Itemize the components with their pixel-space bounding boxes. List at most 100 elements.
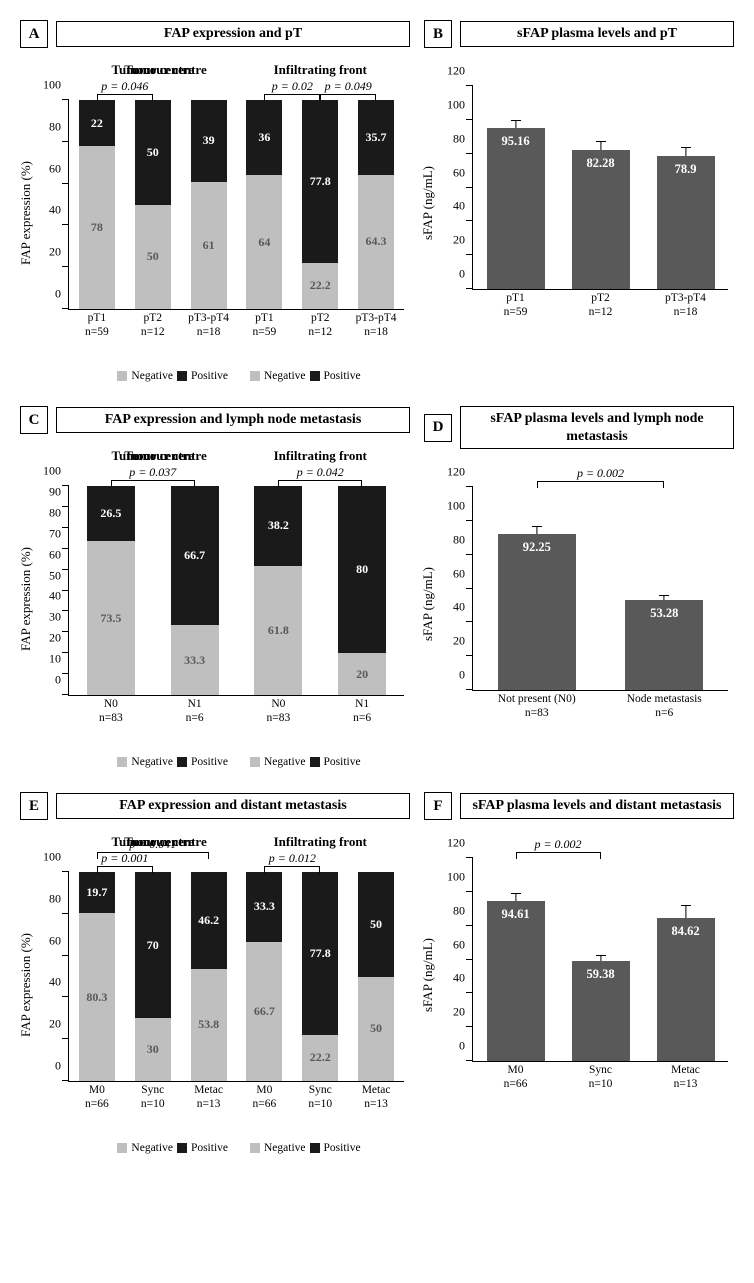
x-label: N1n=6 bbox=[320, 698, 404, 726]
y-tick-label: 40 bbox=[453, 600, 465, 615]
x-label: N0n=83 bbox=[237, 698, 321, 726]
bracket bbox=[516, 852, 601, 853]
y-tick-label: 20 bbox=[49, 245, 61, 260]
stacked-bar: 66.733.3 bbox=[171, 486, 219, 695]
y-tick-label: 90 bbox=[49, 484, 61, 499]
bar-panel: DsFAP plasma levels and lymph node metas… bbox=[424, 406, 734, 768]
legend: NegativePositiveNegativePositive bbox=[68, 1142, 410, 1154]
panel-title: sFAP plasma levels and pT bbox=[460, 21, 734, 47]
panel-letter: F bbox=[424, 792, 452, 820]
legend-pos: Positive bbox=[324, 1142, 361, 1154]
panel-header: EFAP expression and distant metastasis bbox=[20, 792, 410, 820]
bar-value: 92.25 bbox=[498, 540, 576, 555]
negative-seg: 64 bbox=[246, 175, 282, 309]
y-axis-label: FAP expression (%) bbox=[18, 933, 34, 1037]
stacked-bar: 3664 bbox=[246, 100, 282, 309]
stacked-panel: EFAP expression and distant metastasis FA… bbox=[20, 792, 410, 1154]
y-tick-label: 20 bbox=[453, 1005, 465, 1020]
y-tick-label: 80 bbox=[49, 119, 61, 134]
x-label: pT1n=59 bbox=[237, 312, 293, 340]
y-tick-label: 120 bbox=[447, 64, 465, 79]
y-tick-label: 0 bbox=[459, 267, 465, 282]
y-tick-label: 60 bbox=[453, 937, 465, 952]
negative-seg: 50 bbox=[358, 977, 394, 1082]
negative-seg: 78 bbox=[79, 146, 115, 309]
panel-title: sFAP plasma levels and lymph node metast… bbox=[460, 406, 734, 449]
negative-seg: 20 bbox=[338, 653, 386, 695]
bracket bbox=[97, 94, 153, 95]
positive-seg: 26.5 bbox=[87, 486, 135, 541]
legend: NegativePositiveNegativePositive bbox=[68, 370, 410, 382]
bar-value: 82.28 bbox=[572, 156, 630, 171]
x-label: pT3-pT4n=18 bbox=[643, 292, 728, 320]
panel-letter: B bbox=[424, 20, 452, 48]
negative-seg: 64.3 bbox=[358, 175, 394, 309]
negative-seg: 53.8 bbox=[191, 969, 227, 1081]
y-tick-label: 60 bbox=[49, 161, 61, 176]
stacked-panel: CFAP expression and lymph node metastasi… bbox=[20, 406, 410, 768]
p-value: p = 0.002 bbox=[577, 466, 624, 481]
y-tick-label: 0 bbox=[459, 668, 465, 683]
panel-letter: E bbox=[20, 792, 48, 820]
x-label: pT3-pT4n=18 bbox=[181, 312, 237, 340]
negative-seg: 30 bbox=[135, 1018, 171, 1081]
y-axis-label: sFAP (ng/mL) bbox=[420, 938, 436, 1012]
bar-value: 84.62 bbox=[657, 924, 715, 939]
x-label: Syncn=10 bbox=[292, 1084, 348, 1112]
y-axis-label: sFAP (ng/mL) bbox=[420, 166, 436, 240]
panel-letter: A bbox=[20, 20, 48, 48]
negative-seg: 33.3 bbox=[171, 625, 219, 695]
y-tick-label: 10 bbox=[49, 652, 61, 667]
x-label: Syncn=10 bbox=[125, 1084, 181, 1112]
data-bar: 82.28 bbox=[572, 150, 630, 289]
bracket bbox=[264, 866, 320, 867]
data-bar: 53.28 bbox=[625, 600, 703, 690]
stacked-bar: 77.822.2 bbox=[302, 872, 338, 1081]
y-tick-label: 100 bbox=[447, 869, 465, 884]
y-tick-label: 0 bbox=[55, 673, 61, 688]
stacked-bar: 33.366.7 bbox=[246, 872, 282, 1081]
y-tick-label: 60 bbox=[453, 566, 465, 581]
bracket bbox=[278, 480, 362, 481]
positive-seg: 50 bbox=[358, 872, 394, 977]
bracket bbox=[97, 866, 153, 867]
p-value: p = 0.042 bbox=[297, 465, 344, 480]
y-tick-label: 30 bbox=[49, 610, 61, 625]
p-value: p = 0.041 bbox=[129, 837, 176, 852]
x-label: Metacn=13 bbox=[181, 1084, 237, 1112]
y-tick-label: 40 bbox=[49, 203, 61, 218]
y-axis-label: sFAP (ng/mL) bbox=[420, 567, 436, 641]
x-label: M0n=66 bbox=[69, 1084, 125, 1112]
subhead: Infiltrating front bbox=[237, 62, 405, 78]
legend-pos: Positive bbox=[324, 756, 361, 768]
negative-seg: 50 bbox=[135, 205, 171, 310]
y-tick-label: 40 bbox=[453, 971, 465, 986]
y-tick-label: 40 bbox=[49, 975, 61, 990]
p-value: p = 0.012 bbox=[269, 851, 316, 866]
y-tick-label: 0 bbox=[459, 1039, 465, 1054]
legend-pos: Positive bbox=[191, 756, 228, 768]
legend-neg: Negative bbox=[131, 370, 173, 382]
y-tick-label: 20 bbox=[49, 1017, 61, 1032]
p-value: p = 0.046 bbox=[101, 79, 148, 94]
stacked-bar: 2278 bbox=[79, 100, 115, 309]
negative-seg: 66.7 bbox=[246, 942, 282, 1081]
p-value: p = 0.001 bbox=[101, 851, 148, 866]
positive-seg: 33.3 bbox=[246, 872, 282, 942]
y-tick-label: 80 bbox=[453, 532, 465, 547]
x-label: M0n=66 bbox=[237, 1084, 293, 1112]
positive-seg: 80 bbox=[338, 486, 386, 653]
y-tick-label: 0 bbox=[55, 1059, 61, 1074]
positive-seg: 77.8 bbox=[302, 100, 338, 263]
y-tick-label: 70 bbox=[49, 526, 61, 541]
stacked-bar: 46.253.8 bbox=[191, 872, 227, 1081]
bracket bbox=[264, 94, 320, 95]
stacked-bar: 35.764.3 bbox=[358, 100, 394, 309]
bar-value: 95.16 bbox=[487, 134, 545, 149]
negative-seg: 22.2 bbox=[302, 263, 338, 309]
positive-seg: 38.2 bbox=[254, 486, 302, 566]
x-label: Metacn=13 bbox=[643, 1064, 728, 1092]
negative-seg: 22.2 bbox=[302, 1035, 338, 1081]
positive-seg: 36 bbox=[246, 100, 282, 175]
bar-value: 53.28 bbox=[625, 606, 703, 621]
